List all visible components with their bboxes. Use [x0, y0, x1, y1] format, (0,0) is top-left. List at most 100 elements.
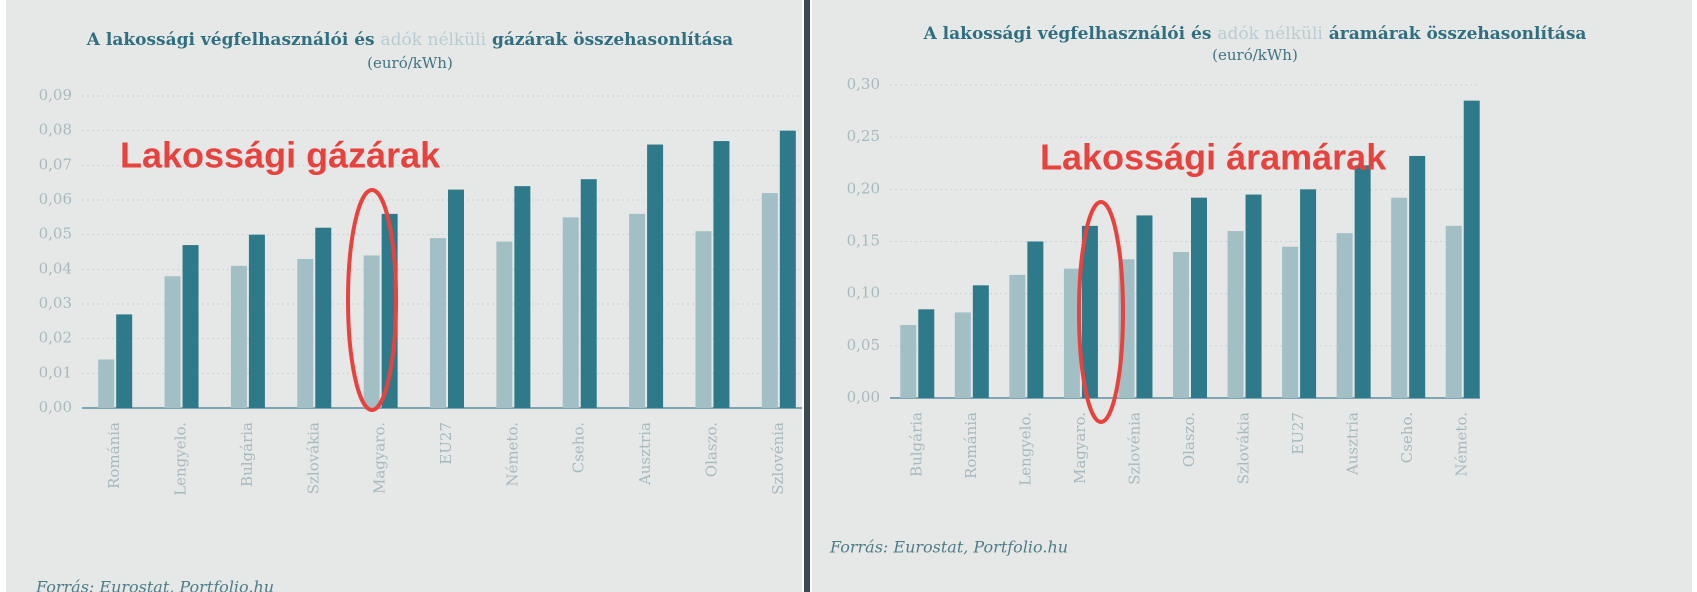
bar — [1282, 246, 1299, 398]
x-tick-label: Olaszo. — [1180, 412, 1198, 467]
x-tick-label: Olaszo. — [702, 422, 720, 477]
bar — [448, 189, 464, 408]
y-tick-label: 0,30 — [847, 75, 880, 93]
x-tick-label: Németo. — [1453, 412, 1471, 477]
bar — [1009, 274, 1026, 398]
y-tick-label: 0,05 — [39, 225, 72, 243]
y-tick-label: 0,00 — [39, 398, 72, 416]
bar — [1445, 225, 1462, 398]
chart-title: A lakossági végfelhasználói és adók nélk… — [86, 30, 733, 50]
annotation: Lakossági gázárak — [120, 135, 441, 176]
bar — [1227, 231, 1244, 398]
chart-subtitle: (euró/kWh) — [367, 54, 453, 72]
bar — [248, 234, 265, 408]
title-part: adók nélküli — [381, 30, 487, 50]
highlight-ellipse — [346, 188, 398, 412]
bar — [695, 231, 712, 408]
bar — [580, 179, 597, 408]
x-tick-label: Magyaro. — [371, 422, 389, 494]
x-tick-label: Lengyelo. — [1016, 412, 1034, 486]
bar — [562, 217, 579, 408]
x-tick-label: Ausztria — [1344, 412, 1362, 476]
bar — [713, 141, 730, 409]
y-tick-label: 0,06 — [39, 190, 72, 208]
x-tick-label: Bulgária — [907, 412, 925, 477]
bar — [1081, 225, 1098, 398]
highlight-ellipse — [1077, 200, 1125, 424]
y-tick-label: 0,01 — [39, 363, 72, 381]
y-tick-label: 0,07 — [39, 155, 72, 173]
bar — [1245, 194, 1262, 398]
title-part: adók nélküli — [1217, 24, 1323, 44]
bar — [779, 130, 796, 408]
left-panel — [6, 0, 802, 592]
bar — [1409, 155, 1426, 398]
bar — [430, 238, 446, 408]
x-tick-label: Szlovákia — [1235, 412, 1253, 484]
bar — [164, 276, 181, 408]
bar — [972, 285, 989, 398]
divider — [804, 0, 810, 592]
y-tick-label: 0,08 — [39, 121, 72, 139]
y-tick-label: 0,03 — [39, 294, 72, 312]
bar — [1391, 197, 1408, 398]
x-tick-label: Magyaro. — [1071, 412, 1089, 484]
title-part: gázárak összehasonlítása — [492, 30, 733, 50]
x-tick-label: Ausztria — [636, 422, 654, 486]
y-tick-label: 0,09 — [39, 86, 72, 104]
annotation: Lakossági áramárak — [1040, 137, 1387, 178]
x-tick-label: Szlovénia — [769, 422, 787, 495]
x-tick-label: Románia — [962, 412, 980, 479]
bar — [954, 312, 971, 398]
bar — [496, 241, 513, 408]
bar — [514, 186, 531, 408]
bar — [1336, 233, 1353, 398]
bar — [1463, 100, 1480, 399]
bar — [918, 309, 935, 398]
bar — [629, 213, 646, 408]
bar — [1027, 241, 1044, 398]
x-tick-label: Cseho. — [570, 422, 588, 473]
chart-title: A lakossági végfelhasználói és adók nélk… — [923, 24, 1587, 44]
y-tick-label: 0,05 — [847, 336, 880, 354]
y-tick-label: 0,02 — [39, 329, 72, 347]
bar — [900, 324, 917, 398]
bar — [116, 314, 133, 408]
bar — [647, 144, 664, 409]
x-tick-label: Lengyelo. — [172, 422, 190, 496]
bar — [297, 258, 314, 408]
bar — [761, 193, 778, 408]
x-tick-label: Szlovénia — [1125, 412, 1143, 485]
bar — [363, 255, 380, 408]
y-tick-label: 0,10 — [847, 284, 880, 302]
y-tick-label: 0,15 — [847, 232, 880, 250]
bar — [1354, 165, 1371, 398]
bar — [98, 359, 115, 408]
bar — [1173, 251, 1189, 398]
title-part: A lakossági végfelhasználói és — [86, 30, 375, 50]
source: Forrás: Eurostat, Portfolio.hu — [35, 578, 274, 592]
x-tick-label: EU27 — [437, 422, 455, 465]
x-tick-label: Cseho. — [1398, 412, 1416, 463]
source: Forrás: Eurostat, Portfolio.hu — [829, 538, 1068, 557]
x-tick-label: Románia — [105, 422, 123, 489]
bar — [1063, 268, 1080, 398]
bar — [1136, 215, 1153, 398]
y-tick-label: 0,04 — [39, 259, 72, 277]
x-tick-label: Szlovákia — [304, 422, 322, 494]
bar — [1191, 197, 1207, 398]
title-part: áramárak összehasonlítása — [1329, 24, 1587, 44]
title-part: A lakossági végfelhasználói és — [923, 24, 1212, 44]
y-tick-label: 0,25 — [847, 127, 880, 145]
y-tick-label: 0,20 — [847, 179, 880, 197]
bar — [230, 265, 247, 408]
x-tick-label: EU27 — [1289, 412, 1307, 455]
x-tick-label: Bulgária — [238, 422, 256, 487]
chart-subtitle: (euró/kWh) — [1212, 46, 1298, 64]
x-tick-label: Németo. — [503, 422, 521, 487]
bar — [315, 227, 332, 408]
y-tick-label: 0,00 — [847, 388, 880, 406]
bar — [182, 245, 199, 408]
bar — [1300, 189, 1317, 398]
